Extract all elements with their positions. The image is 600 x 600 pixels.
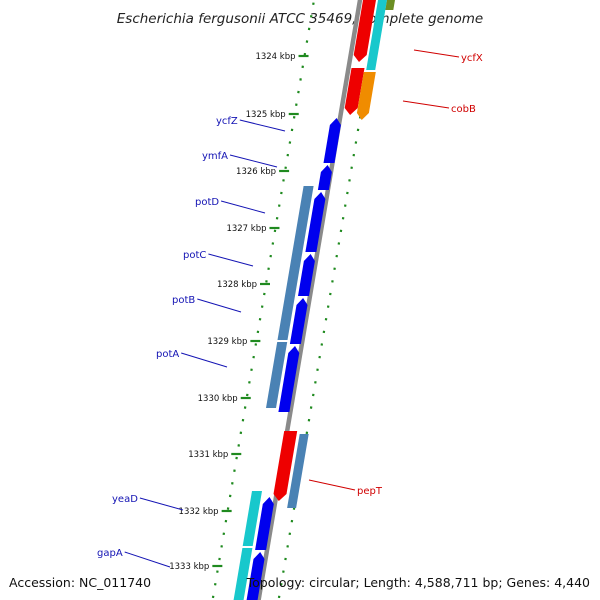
leader-line-cobB	[402, 100, 450, 109]
cds-cyan-lower	[233, 548, 253, 600]
cds-cyan-upper	[242, 491, 262, 546]
map-tracks	[211, 0, 395, 600]
scale-tick-label: 1326 kbp	[236, 167, 276, 177]
cds-potB	[289, 298, 308, 344]
cds-cobB	[356, 72, 376, 120]
leader-line-gapA	[124, 551, 171, 568]
cds-yeaD	[255, 497, 274, 550]
cds-steel-right	[287, 434, 309, 508]
operon-bar-upper	[277, 186, 314, 340]
cds-gapA	[246, 552, 265, 600]
cds-olive-right	[385, 0, 395, 10]
scale-tick-label: 1329 kbp	[207, 337, 247, 347]
leader-line-ymfA	[229, 154, 278, 168]
cds-ycfZ	[323, 118, 341, 163]
gene-label-yeaD: yeaD	[112, 494, 138, 505]
cds-potA	[278, 346, 300, 412]
leader-line-potB	[197, 298, 242, 313]
cds-potD	[305, 192, 326, 252]
cds-potC	[298, 254, 315, 296]
scale-tick-label: 1333 kbp	[169, 562, 209, 572]
cds-red-2	[344, 68, 365, 115]
operon-bar-lower	[266, 342, 288, 408]
gene-label-potB: potB	[172, 295, 195, 306]
leader-line-pepT	[308, 479, 356, 491]
gene-label-potD: potD	[195, 197, 219, 208]
scale-tick-label: 1327 kbp	[226, 224, 266, 234]
scale-tick-label: 1325 kbp	[246, 110, 286, 120]
leader-line-ycfX	[413, 49, 460, 58]
gene-label-gapA: gapA	[97, 548, 123, 559]
scale-tick-label: 1332 kbp	[179, 507, 219, 517]
gene-label-ymfA: ymfA	[202, 151, 228, 162]
map-title: Escherichia fergusonii ATCC 35469, compl…	[117, 11, 483, 27]
cds-ycfX	[353, 0, 376, 62]
genome-stats-text: Topology: circular; Length: 4,588,711 bp…	[246, 575, 590, 590]
cds-pepT	[273, 431, 298, 501]
map-labels: 1324 kbp 1325 kbp 1326 kbp 1327 kbp 1328 kbp…	[97, 49, 483, 572]
gene-label-ycfZ: ycfZ	[216, 116, 238, 127]
scale-tick-label: 1331 kbp	[188, 450, 228, 460]
leader-line-ycfZ	[239, 119, 286, 132]
scale-tick-label: 1328 kbp	[217, 280, 257, 290]
gene-label-ycfX: ycfX	[461, 53, 483, 64]
gene-label-potA: potA	[156, 349, 179, 360]
scale-tick-label: 1330 kbp	[198, 394, 238, 404]
gene-label-cobB: cobB	[451, 104, 476, 115]
leader-line-potA	[181, 352, 228, 368]
cds-cyan-right	[366, 0, 387, 70]
genome-backbone	[256, 0, 363, 600]
accession-text: Accession: NC_011740	[9, 575, 151, 590]
cds-ymfA	[317, 165, 332, 190]
leader-line-yeaD	[139, 497, 184, 511]
gene-label-potC: potC	[183, 250, 206, 261]
leader-line-potC	[208, 253, 254, 267]
scale-tick-label: 1324 kbp	[255, 52, 295, 62]
gene-label-pepT: pepT	[357, 486, 383, 497]
leader-line-potD	[220, 200, 266, 214]
